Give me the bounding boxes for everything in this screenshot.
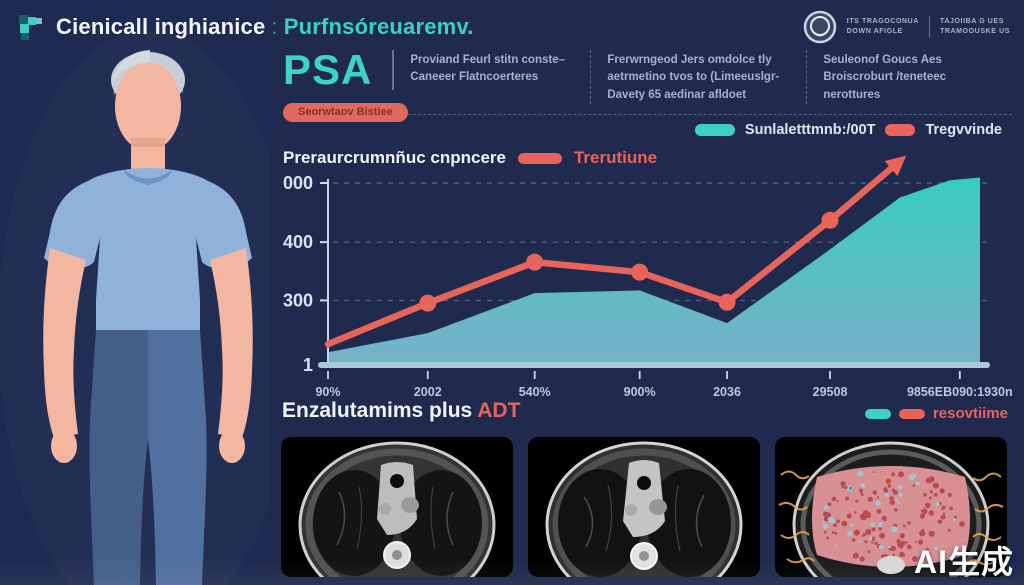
stamp-line: Tramoouske US xyxy=(939,28,1010,35)
ai-watermark: AI生成 xyxy=(913,544,1014,580)
app-title-secondary: Purfnsóreuaremv. xyxy=(283,14,474,39)
logo-icon xyxy=(19,15,42,40)
dashed-separator xyxy=(288,114,1012,115)
svg-text:1: 1 xyxy=(303,355,313,375)
chart-legend: Sunlaletttmnb:/00T Tregvvinde xyxy=(694,122,1002,138)
seal-icon xyxy=(803,10,837,44)
legend-label-1: Sunlaletttmnb:/00T xyxy=(744,122,876,138)
header: Cienicall inghianice: Purfnsóreuaremv. xyxy=(16,12,474,42)
legend-swatch-red xyxy=(885,124,916,136)
ct-scan-image-1 xyxy=(281,437,513,577)
stamp-text-col2: Tajoiiba G Ues Tramoouske US xyxy=(940,17,1010,38)
svg-text:2036: 2036 xyxy=(713,385,741,398)
scan-legend-swatch-red xyxy=(898,408,925,419)
legend-swatch-teal xyxy=(694,124,735,136)
svg-text:9856EB090:1930n: 9856EB090:1930n xyxy=(907,385,1013,398)
ct-axial-slice xyxy=(298,441,496,577)
svg-text:400: 400 xyxy=(283,232,313,252)
svg-text:300: 300 xyxy=(283,290,313,310)
section-heading-main: Enzalutamims plus xyxy=(282,399,478,422)
app-title-primary: Cienicall inghianice xyxy=(56,14,266,39)
ct-scan-image-3-highlighted xyxy=(775,437,1007,577)
ct-axial-slice-overlay xyxy=(778,441,1004,577)
ct-scan-image-2 xyxy=(528,437,760,577)
legend-label-2: Tregvvinde xyxy=(925,122,1002,138)
scan-legend-swatch-teal xyxy=(864,408,891,419)
psa-description-1: Proviand Feurl stitn conste– Caneeer Fla… xyxy=(410,54,566,84)
svg-text:90%: 90% xyxy=(315,385,340,398)
scan-legend: resovtiime xyxy=(864,405,1008,422)
certification-stamp: Its Tragoconua Down Afigle Tajoiiba G Ue… xyxy=(803,10,1010,44)
app-title: Cienicall inghianice: Purfnsóreuaremv. xyxy=(56,14,474,40)
section-heading-accent: ADT xyxy=(477,399,521,422)
chart-title: Preraurcrumnñuc cnpncere xyxy=(283,148,506,167)
svg-text:540%: 540% xyxy=(519,385,551,398)
chart-title-row: Preraurcrumnñuc cnpncere Trerutiune xyxy=(283,148,657,168)
ct-axial-slice xyxy=(545,441,743,577)
section-heading: Enzalutamims plus ADT xyxy=(282,399,520,423)
status-badge: Seorwtaov Bistiee xyxy=(283,103,408,122)
ct-scan-row xyxy=(281,437,1007,577)
psa-description-3: Seuleonof Goucs Aes Broiscroburt /tenete… xyxy=(806,50,976,104)
stamp-line: Tajoiiba G Ues xyxy=(939,17,1004,25)
elderly-man-illustration xyxy=(0,0,270,585)
stamp-text-col1: Its Tragoconua Down Afigle xyxy=(847,17,919,38)
stamp-line: Down Afigle xyxy=(846,28,903,35)
svg-text:2002: 2002 xyxy=(414,385,442,398)
svg-text:900%: 900% xyxy=(624,385,656,398)
footer-shade xyxy=(0,559,1024,585)
psa-description-2: Frerwrngeod Jers omdolce tly aetrmetino … xyxy=(590,50,806,104)
chart-title-series-label: Trerutiune xyxy=(573,148,658,167)
stamp-divider xyxy=(928,16,930,38)
psa-trend-chart: 000 400 300 190% 2002 540% 900% 2036 29508 9856EB… xyxy=(283,155,1013,398)
stamp-line: Its Tragoconua xyxy=(846,17,919,25)
psa-summary-row: PSA Proviand Feurl stitn conste– Caneeer… xyxy=(283,49,976,104)
svg-text:29508: 29508 xyxy=(813,385,848,398)
psa-label: PSA xyxy=(283,49,395,90)
svg-text:000: 000 xyxy=(283,173,313,193)
app-title-separator: : xyxy=(271,14,278,39)
scan-legend-label: resovtiime xyxy=(932,405,1008,422)
chart-title-series-swatch xyxy=(517,152,562,164)
